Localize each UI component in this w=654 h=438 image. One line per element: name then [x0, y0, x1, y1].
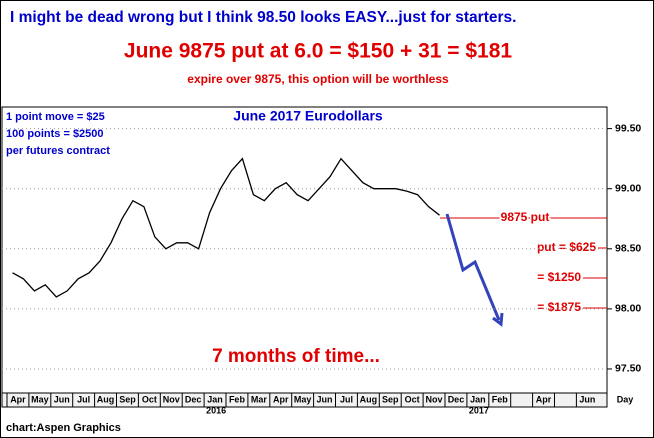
x-tick-label: Feb [229, 394, 246, 404]
x-tick-label: Mar [251, 394, 268, 404]
annotation: put = $625 [537, 240, 596, 254]
y-tick-label: 99.00 [615, 182, 641, 194]
info: 100 points = $2500 [6, 128, 104, 140]
y-tick-label: 99.50 [615, 122, 641, 134]
chart-label: June 2017 Eurodollars [233, 108, 383, 124]
price-line [12, 157, 440, 298]
info: per futures contract [6, 145, 110, 157]
plot-area [1, 106, 608, 394]
annotation: 9875 put [501, 210, 550, 224]
x-tick-label: Sep [382, 394, 399, 404]
x-tick-label: Jan [207, 394, 223, 404]
x-tick-label: Oct [405, 394, 420, 404]
forecast-arrow [445, 213, 501, 321]
x-tick-label: May [31, 394, 49, 404]
note: expire over 9875, this option will be wo… [187, 72, 449, 86]
x-tick-label: Dec [448, 394, 465, 404]
chart-title: I might be dead wrong but I think 98.50 … [10, 9, 516, 26]
x-tick-label: Jan [470, 394, 486, 404]
x-tick-label: Oct [142, 394, 157, 404]
arrow-head [492, 312, 504, 327]
info: 1 point move = $25 [6, 111, 105, 123]
x-tick-label: Apr [273, 394, 289, 404]
x-tick-label: Nov [163, 394, 180, 404]
x-axis-band [1, 392, 608, 408]
y-tick-label: 97.50 [615, 363, 641, 375]
x-tick-label: Jun [579, 394, 595, 404]
annotation: 7 months of time... [212, 346, 380, 367]
subtitle: June 9875 put at 6.0 = $150 + 31 = $181 [124, 40, 512, 63]
x-tick-label: Sep [119, 394, 136, 404]
annotation: = $1875 [537, 300, 581, 314]
source: chart:Aspen Graphics [6, 422, 121, 434]
x-tick-label: Apr [10, 394, 26, 404]
x-tick-label: Nov [426, 394, 443, 404]
year-label: 2016 [206, 405, 226, 415]
x-tick-label: Jun [317, 394, 333, 404]
x-tick-label: Apr [536, 394, 552, 404]
annotation: = $1250 [537, 270, 581, 284]
x-unit-label: Day [617, 394, 634, 404]
y-tick-label: 98.50 [615, 243, 641, 255]
x-tick-label: Jul [77, 394, 90, 404]
x-tick-label: Aug [97, 394, 115, 404]
x-tick-label: Jul [340, 394, 353, 404]
x-tick-label: Feb [492, 394, 509, 404]
x-tick-label: Aug [360, 394, 378, 404]
x-tick-label: Jun [54, 394, 70, 404]
year-label: 2017 [469, 405, 489, 415]
y-tick-label: 98.00 [615, 303, 641, 315]
x-tick-label: Dec [185, 394, 202, 404]
x-tick-label: May [294, 394, 312, 404]
